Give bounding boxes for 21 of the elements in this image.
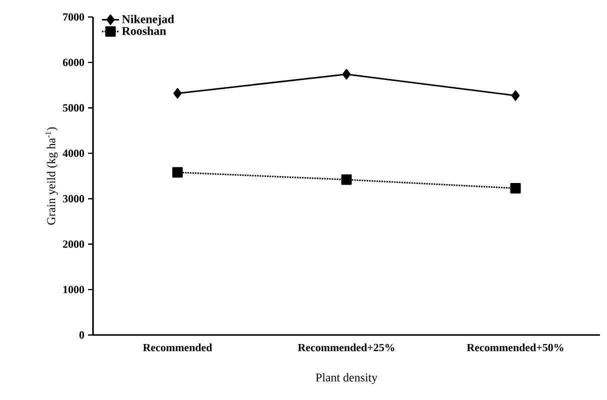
point xyxy=(172,167,183,178)
y-tick-label: 4000 xyxy=(62,150,84,157)
point xyxy=(341,174,352,185)
point xyxy=(511,90,520,101)
legend-label: Nikenejad xyxy=(122,14,174,26)
y-tick-label: 5000 xyxy=(63,104,84,112)
y-tick-label: 6000 xyxy=(62,58,84,66)
y-tick-label: 2000 xyxy=(63,240,84,248)
legend-label: Rooshan xyxy=(122,26,166,36)
point xyxy=(173,88,182,99)
y-tick-label: 7000 xyxy=(63,13,84,21)
x-tick-label: Recommended+50% xyxy=(466,344,564,352)
y-axis-title: Grain yeild (kg ha$^{-1}$) xyxy=(46,127,58,225)
x-axis-title: Plant density xyxy=(316,373,378,384)
y-tick-label: 0 xyxy=(79,331,84,339)
x-tick-label: Recommended xyxy=(142,344,212,352)
y-tick-label: 1000 xyxy=(63,286,84,294)
y-tick-label: 3000 xyxy=(62,195,84,202)
point xyxy=(510,183,521,194)
x-tick-label: Recommended+25% xyxy=(298,344,394,352)
point xyxy=(342,68,351,80)
